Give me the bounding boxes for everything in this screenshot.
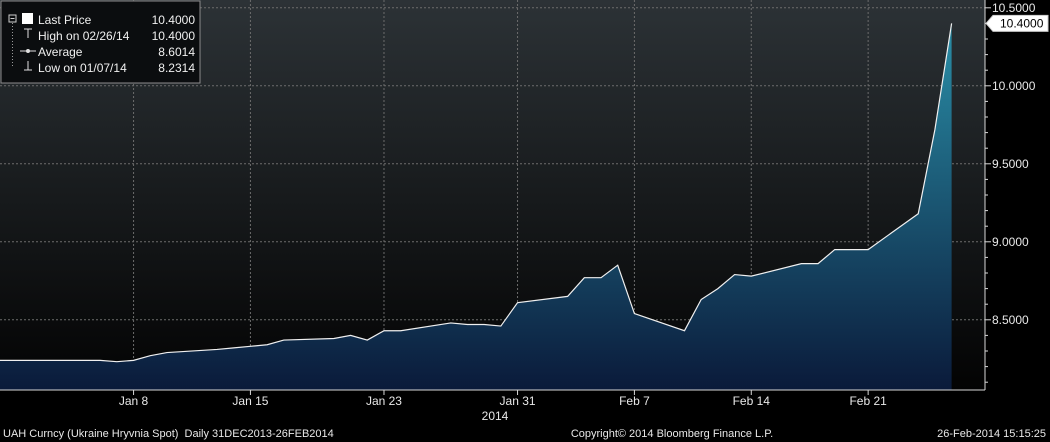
- legend-value-low: 8.2314: [158, 61, 195, 75]
- y-tick-label: 8.5000: [992, 313, 1029, 327]
- legend-label-last-price: Last Price: [38, 13, 92, 27]
- legend-label-low: Low on 01/07/14: [38, 61, 127, 75]
- x-tick-label: Feb 21: [849, 394, 887, 408]
- x-tick-label: Feb 14: [733, 394, 771, 408]
- legend-value-average: 8.6014: [158, 45, 195, 59]
- last-value-label: 10.4000: [1000, 16, 1044, 30]
- low-marker-icon: [24, 61, 32, 71]
- y-tick-label: 9.5000: [992, 157, 1029, 171]
- y-tick-label: 10.5000: [992, 1, 1036, 15]
- y-tick-label: 10.0000: [992, 79, 1036, 93]
- x-tick-label: Feb 7: [619, 394, 650, 408]
- last-price-swatch-icon: [22, 13, 33, 24]
- x-axis-label: 2014: [482, 409, 509, 423]
- area-layer: [0, 23, 953, 391]
- price-line: [0, 23, 953, 363]
- average-marker-icon: [20, 49, 36, 53]
- high-marker-icon: [24, 28, 32, 38]
- legend-box: [0, 0, 201, 84]
- legend-label-high: High on 02/26/14: [38, 29, 130, 43]
- legend-collapse-icon[interactable]: [8, 14, 17, 23]
- price-area-fill: [0, 23, 952, 391]
- x-tick-label: Jan 23: [366, 394, 402, 408]
- legend-value-last-price: 10.4000: [152, 13, 196, 27]
- x-tick-label: Jan 31: [500, 394, 536, 408]
- footer-bar: [0, 424, 1050, 442]
- legend: Last Price 10.4000 High on 02/26/14 10.4…: [0, 0, 201, 84]
- y-tick-label: 9.0000: [992, 235, 1029, 249]
- legend-value-high: 10.4000: [152, 29, 196, 43]
- x-tick-label: Jan 15: [232, 394, 268, 408]
- last-value-tag-shape: [985, 14, 1049, 32]
- x-axis-ticks: Jan 8 Jan 15 Jan 23 Jan 31 Feb 7 Feb 14 Feb 21: [119, 390, 887, 408]
- last-value-tag: 10.4000: [985, 14, 1049, 32]
- footer-series-info: UAH Curncy (Ukraine Hryvnia Spot) Daily …: [3, 428, 334, 440]
- legend-label-average: Average: [38, 45, 83, 59]
- x-tick-label: Jan 8: [119, 394, 149, 408]
- y-axis-ticks: 8.5000 9.0000 9.5000 10.0000 10.5000: [985, 1, 1036, 383]
- footer-timestamp: 26-Feb-2014 15:15:25: [937, 428, 1046, 440]
- footer-copyright: Copyright© 2014 Bloomberg Finance L.P.: [571, 428, 773, 440]
